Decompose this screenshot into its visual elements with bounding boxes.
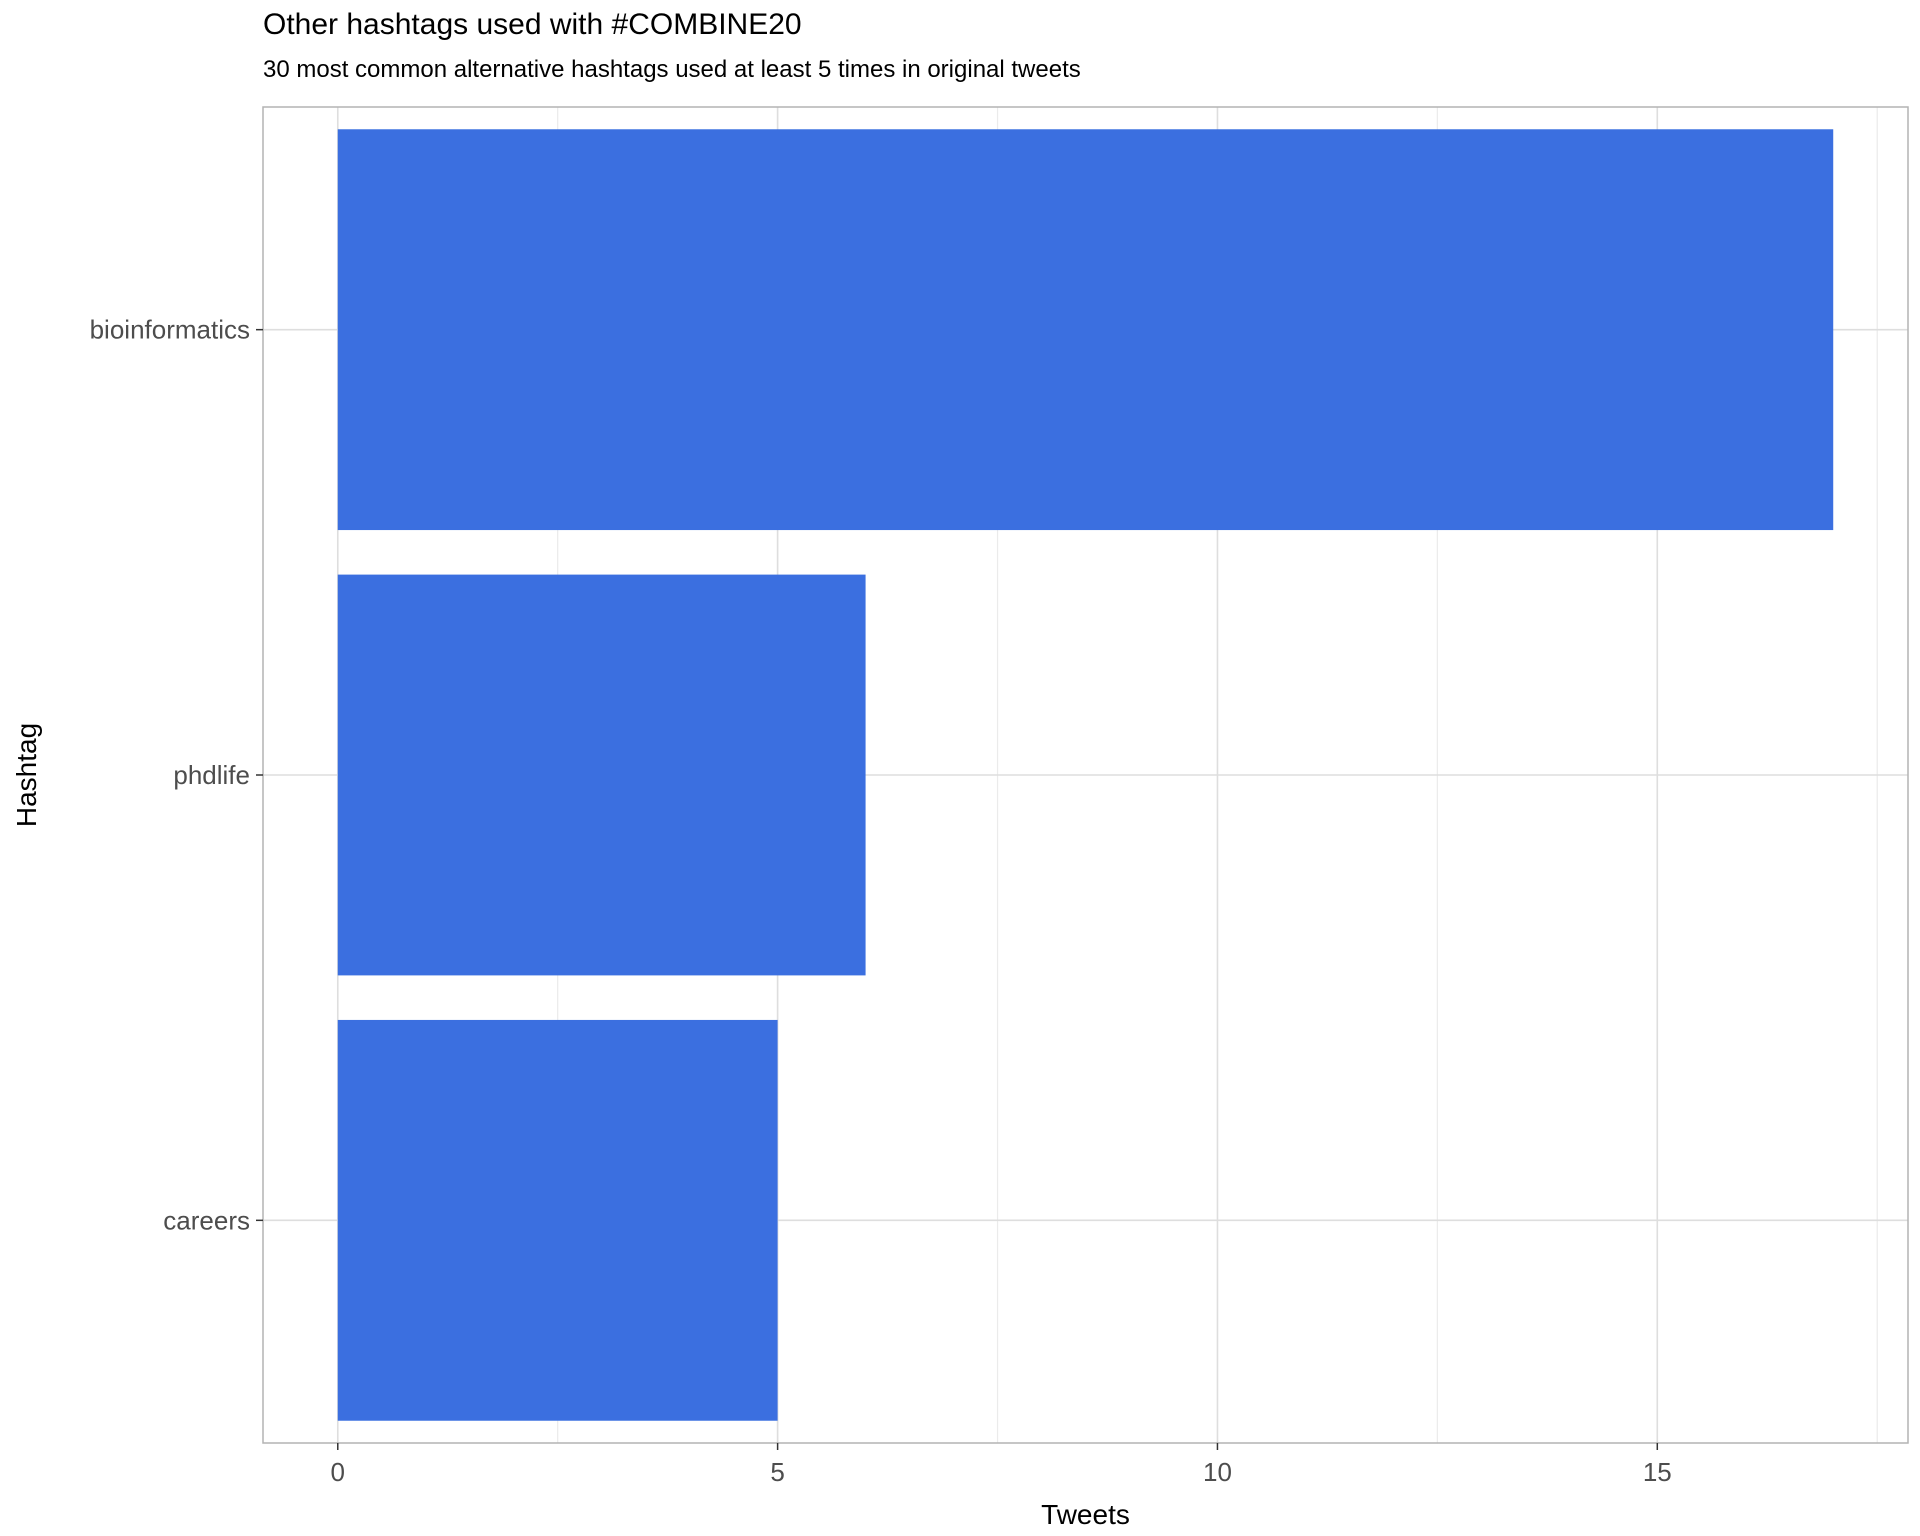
y-tick-label-careers: careers xyxy=(163,1205,250,1235)
x-tick-label: 5 xyxy=(770,1457,784,1487)
bar-bioinformatics xyxy=(337,129,1834,531)
y-tick-label-bioinformatics: bioinformatics xyxy=(90,315,250,345)
bar-careers xyxy=(337,1019,778,1421)
x-tick-label: 10 xyxy=(1203,1457,1232,1487)
bars xyxy=(337,129,1834,1421)
y-tick-label-phdlife: phdlife xyxy=(173,760,250,790)
bar-phdlife xyxy=(337,574,866,976)
axis-ticks: 0 5 10 15 bioinformatics phdlife careers xyxy=(90,315,1672,1487)
x-tick-label: 0 xyxy=(331,1457,345,1487)
y-axis-title: Hashtag xyxy=(11,723,42,827)
chart-title: Other hashtags used with #COMBINE20 xyxy=(263,8,802,41)
x-axis-title: Tweets xyxy=(1041,1499,1130,1530)
chart-subtitle: 30 most common alternative hashtags used… xyxy=(263,56,1081,83)
x-tick-label: 15 xyxy=(1643,1457,1672,1487)
